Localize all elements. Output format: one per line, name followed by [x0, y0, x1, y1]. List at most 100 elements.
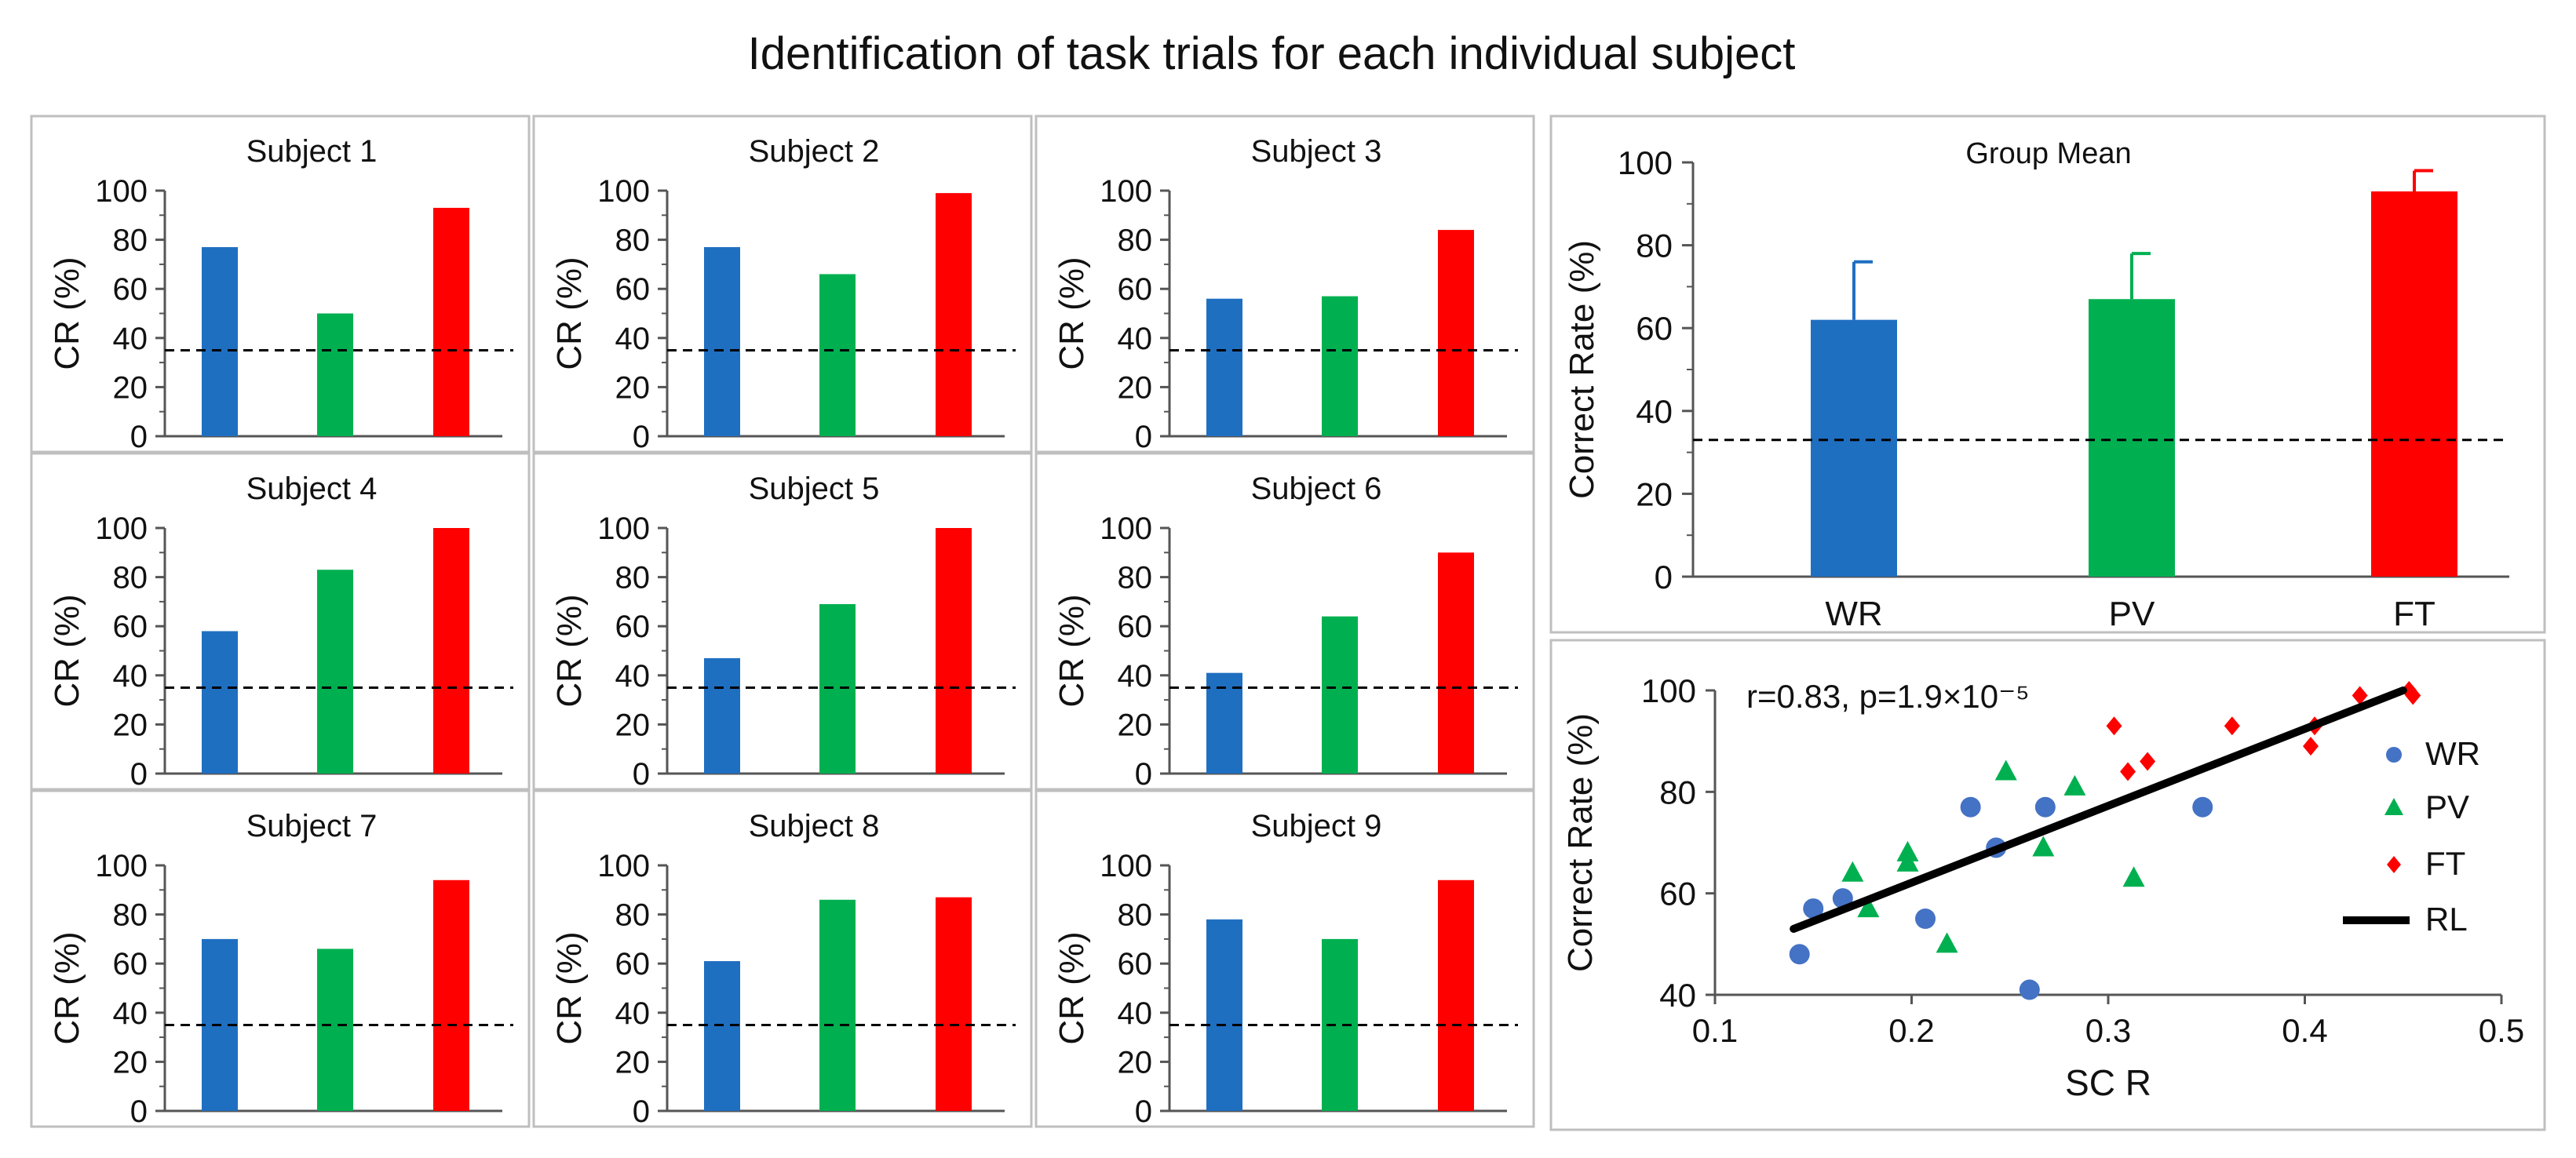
y-tick-label: 20: [615, 1045, 651, 1080]
y-tick-label: 0: [1655, 559, 1673, 595]
regression-line: [1790, 686, 2407, 933]
y-tick-label: 80: [113, 561, 148, 595]
bar-wr: [202, 631, 238, 774]
y-tick-label: 100: [1100, 512, 1152, 546]
y-tick-label: 0: [130, 757, 148, 792]
figure-title: Identification of task trials for each i…: [748, 28, 1796, 79]
y-tick-label: 100: [597, 512, 650, 546]
x-axis-label: SC R: [2065, 1062, 2151, 1103]
point-wr: [2019, 979, 2040, 1000]
bar-wr: [1811, 319, 1897, 577]
bar-ft: [936, 528, 972, 774]
legend-label-rl: RL: [2425, 901, 2468, 938]
y-tick-label: 0: [130, 1094, 148, 1129]
chart-title: Subject 8: [749, 809, 880, 843]
subject-chart-9: Subject 9 0 20 40 60 80 100 CR (%): [1034, 789, 1535, 1129]
y-tick-label: 80: [113, 224, 148, 258]
y-tick-label: 40: [113, 996, 148, 1031]
bar-pv: [317, 570, 353, 774]
chart-title: Subject 9: [1251, 809, 1382, 843]
chart-title: Group Mean: [1965, 137, 2131, 170]
point-ft: [2140, 752, 2156, 771]
chart-title: Subject 5: [749, 472, 880, 506]
y-tick-label: 20: [615, 370, 651, 405]
y-tick-label: 0: [633, 1094, 650, 1129]
y-tick-label: 0: [1135, 1094, 1152, 1129]
bar-pv: [1322, 296, 1358, 436]
group-mean-chart: Group Mean 0 20 40 60 80 100 Correct Rate (%) WR…: [1549, 115, 2546, 634]
y-tick-label: 60: [113, 610, 148, 644]
y-tick-label: 40: [615, 996, 651, 1031]
subject-chart-7: Subject 7 0 20 40 60 80 100 CR (%): [30, 789, 531, 1129]
chart-title: Subject 1: [246, 134, 378, 169]
y-axis-label: CR (%): [1053, 931, 1091, 1044]
y-tick-label: 80: [615, 224, 651, 258]
point-wr: [2192, 796, 2213, 818]
y-tick-label: 40: [1118, 659, 1153, 694]
x-tick-label: 0.2: [1888, 1012, 1934, 1049]
y-tick-label: 100: [1100, 174, 1152, 209]
point-ft: [2106, 716, 2122, 736]
y-tick-label: 80: [1118, 898, 1153, 933]
point-ft: [2405, 686, 2421, 705]
bar-pv: [317, 949, 353, 1111]
point-pv: [1857, 897, 1880, 918]
y-tick-label: 40: [615, 322, 651, 356]
scatter-chart: 40 60 80 100 0.1 0.2 0.3 0.4 0.5 Correct Rate (%)…: [1549, 639, 2546, 1131]
point-pv: [1896, 850, 1919, 872]
y-tick-label: 60: [113, 947, 148, 981]
charts-layer: Subject 1 0 20 40 60 80 100 CR (%) Subject 2 0 20 4…: [30, 115, 2546, 1131]
y-tick-label: 40: [1636, 393, 1673, 430]
subject-chart-6: Subject 6 0 20 40 60 80 100 CR (%): [1034, 452, 1535, 792]
y-axis-label: Correct Rate (%): [1561, 713, 1600, 972]
legend-label-pv: PV: [2425, 788, 2469, 825]
y-tick-label: 20: [1118, 708, 1153, 742]
y-tick-label: 40: [113, 659, 148, 694]
y-tick-label: 100: [1100, 849, 1152, 883]
y-tick-label: 100: [597, 849, 650, 883]
y-tick-label: 0: [1135, 757, 1152, 792]
y-axis-label: Correct Rate (%): [1563, 240, 1601, 499]
y-tick-label: 80: [113, 898, 148, 933]
legend-label-wr: WR: [2425, 735, 2480, 772]
y-tick-label: 60: [1118, 272, 1153, 307]
point-pv: [1841, 861, 1864, 882]
y-tick-label: 60: [1636, 310, 1673, 347]
bar-ft: [1438, 552, 1474, 774]
y-tick-label: 40: [1118, 996, 1153, 1031]
legend-marker-wr: [2386, 747, 2402, 763]
y-tick-label: 80: [615, 561, 651, 595]
bar-pv: [317, 313, 353, 436]
x-tick-label: PV: [2109, 595, 2155, 633]
bar-pv: [1322, 616, 1358, 774]
y-tick-label: 80: [1659, 774, 1696, 810]
y-tick-label: 0: [1135, 420, 1152, 454]
bar-ft: [433, 528, 469, 774]
y-tick-label: 40: [113, 322, 148, 356]
y-tick-label: 20: [113, 708, 148, 742]
bar-ft: [2371, 191, 2457, 577]
x-tick-label: FT: [2393, 595, 2436, 633]
point-pv: [1994, 759, 2017, 781]
y-tick-label: 100: [95, 512, 148, 546]
y-tick-label: 40: [1118, 322, 1153, 356]
point-wr: [1789, 944, 1810, 965]
y-tick-label: 40: [615, 659, 651, 694]
y-tick-label: 60: [1118, 947, 1153, 981]
bar-wr: [704, 246, 740, 436]
subject-chart-4: Subject 4 0 20 40 60 80 100 CR (%): [30, 452, 531, 792]
y-tick-label: 20: [113, 370, 148, 405]
point-wr: [1803, 898, 1824, 919]
y-axis-label: CR (%): [48, 931, 86, 1044]
bar-ft: [433, 879, 469, 1111]
y-tick-label: 80: [615, 898, 651, 933]
point-pv: [1936, 932, 1958, 953]
chart-title: Subject 6: [1251, 472, 1382, 506]
chart-title: Subject 4: [246, 472, 378, 506]
legend-label-ft: FT: [2425, 845, 2465, 882]
y-tick-label: 60: [113, 272, 148, 307]
chart-frame: [1549, 639, 2546, 1131]
y-tick-label: 100: [95, 174, 148, 209]
bar-ft: [936, 897, 972, 1111]
